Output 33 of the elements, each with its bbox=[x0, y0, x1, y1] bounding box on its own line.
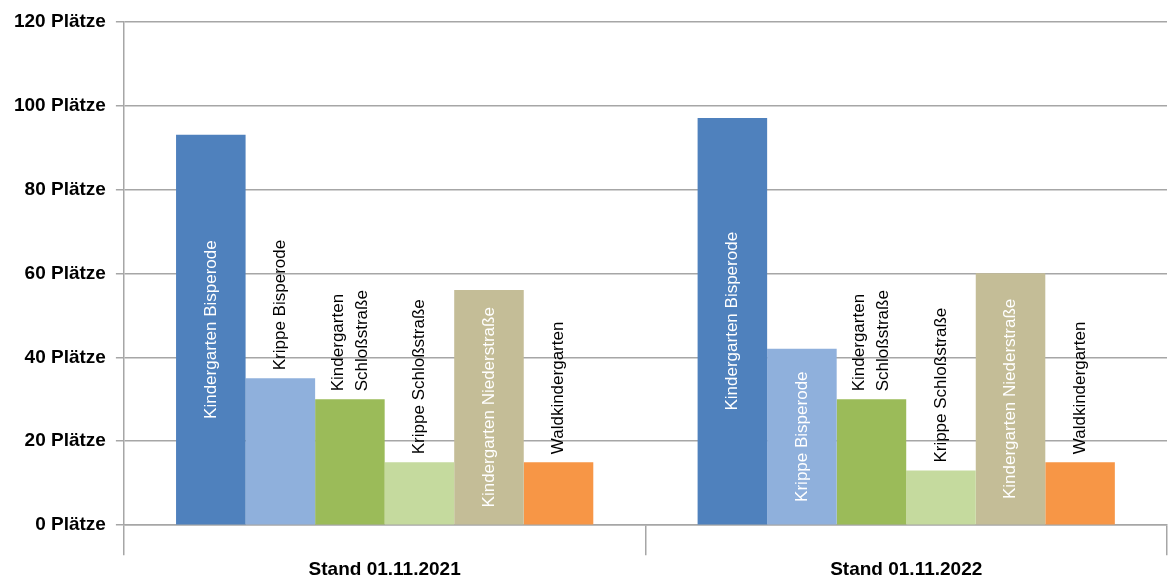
text: Krippe Bisperode bbox=[791, 371, 811, 502]
series-label: Kindergarten Niederstraße bbox=[478, 307, 498, 508]
bar bbox=[384, 462, 455, 525]
text: Kindergarten Schloßstraße bbox=[327, 290, 371, 392]
text: Krippe Bisperode bbox=[270, 239, 290, 371]
bar bbox=[975, 273, 1046, 525]
y-tick-label: 120 Plätze bbox=[13, 9, 106, 31]
bar bbox=[906, 470, 976, 525]
bar bbox=[697, 117, 768, 525]
y-tick-label: 40 Plätze bbox=[24, 345, 106, 367]
y-tick-label: 0 Plätze bbox=[35, 513, 106, 535]
x-tick-label: Stand 01.11.2022 bbox=[830, 557, 983, 579]
bar bbox=[767, 348, 837, 525]
series-label: Kindergarten Bisperode bbox=[722, 231, 742, 411]
text: Krippe Schloßstraße bbox=[409, 299, 429, 455]
text: Kindergarten Schloßstraße bbox=[849, 290, 893, 392]
bar bbox=[315, 399, 385, 525]
bar bbox=[454, 290, 524, 525]
bar bbox=[245, 378, 316, 525]
y-tick-label: 20 Plätze bbox=[24, 429, 106, 451]
bar bbox=[176, 134, 246, 525]
text: Kindergarten Bisperode bbox=[200, 240, 220, 419]
bar bbox=[523, 462, 594, 525]
bar bbox=[1045, 462, 1115, 525]
y-tick-label: 80 Plätze bbox=[24, 177, 106, 199]
y-tick-label: 100 Plätze bbox=[13, 93, 106, 115]
text: Krippe Schloßstraße bbox=[930, 307, 950, 463]
text: Kindergarten Niederstraße bbox=[1000, 298, 1020, 500]
text: Waldkindergarten bbox=[548, 321, 568, 455]
y-tick-label: 60 Plätze bbox=[24, 261, 106, 283]
text: Waldkindergarten bbox=[1069, 321, 1089, 455]
bar bbox=[836, 399, 907, 525]
x-tick-label: Stand 01.11.2021 bbox=[308, 557, 462, 579]
